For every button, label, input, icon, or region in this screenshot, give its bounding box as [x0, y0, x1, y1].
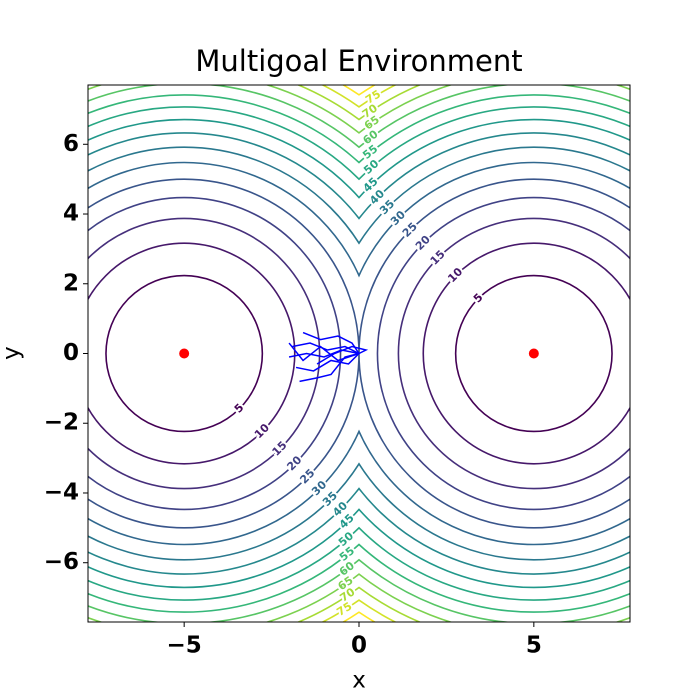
contour-line — [359, 94, 630, 613]
contour-line — [359, 146, 630, 561]
contour-line — [88, 94, 359, 613]
contour-line — [105, 274, 264, 433]
goal-point — [179, 348, 190, 359]
trajectory-group — [288, 331, 369, 383]
x-tick-label: −5 — [167, 633, 202, 659]
contour-line — [397, 217, 630, 490]
trajectory — [288, 342, 360, 362]
x-tick-label: 5 — [526, 633, 542, 659]
contour-line — [359, 106, 630, 601]
contour-group — [359, 85, 630, 622]
goal-point — [528, 348, 539, 359]
y-tick-label: −4 — [44, 479, 79, 505]
contour-line — [359, 85, 377, 622]
trajectory — [295, 352, 360, 372]
contour-line — [422, 242, 630, 465]
contour-line — [454, 274, 613, 433]
x-tick-label: 0 — [351, 633, 367, 659]
contour-line — [359, 161, 630, 546]
y-tick-label: −6 — [44, 549, 79, 575]
contour-line — [88, 217, 321, 490]
contour-line — [88, 242, 296, 465]
y-tick-label: 0 — [63, 340, 79, 366]
y-tick-label: 6 — [63, 131, 79, 157]
contour-line — [88, 118, 359, 589]
contour-line — [88, 161, 359, 546]
contour-label: 30 — [388, 208, 408, 228]
trajectory — [299, 352, 360, 383]
contour-line — [88, 178, 359, 529]
trajectory — [292, 342, 360, 355]
y-tick-label: 4 — [63, 201, 79, 227]
y-tick-label: −2 — [44, 410, 79, 436]
contour-line — [88, 132, 359, 575]
y-tick-label: 2 — [63, 270, 79, 296]
y-axis-label: y — [0, 346, 25, 360]
trajectory — [316, 345, 369, 365]
trajectory — [288, 349, 360, 358]
contour-line — [88, 146, 359, 561]
contour-line — [359, 118, 630, 589]
contour-label: 10 — [445, 265, 465, 285]
contour-line — [88, 196, 342, 511]
contour-line — [359, 178, 630, 529]
contour-label: 15 — [428, 248, 448, 268]
x-axis-label: x — [352, 668, 366, 694]
contour-line — [88, 106, 359, 601]
contour-line — [376, 196, 630, 511]
contour-label: 5 — [471, 291, 486, 306]
contour-line — [359, 132, 630, 575]
contour-group — [88, 85, 359, 622]
chart-title: Multigoal Environment — [195, 44, 522, 78]
